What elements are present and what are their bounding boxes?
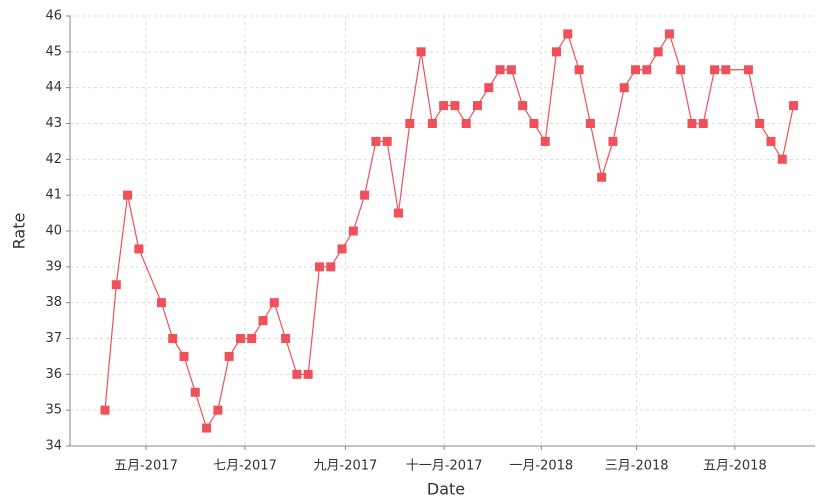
point-marker (258, 316, 268, 326)
point-marker (134, 244, 144, 254)
point-marker (461, 119, 471, 128)
y-tick-label: 43 (45, 116, 62, 131)
point-marker (202, 423, 212, 433)
x-tick-label: 一月-2018 (509, 459, 573, 474)
point-marker (314, 262, 324, 272)
point-marker (348, 226, 358, 236)
y-tick-label: 34 (45, 439, 62, 454)
series-line (104, 32, 795, 430)
point-marker (585, 119, 595, 128)
point-marker (416, 47, 426, 57)
x-axis-label: Date (427, 480, 465, 499)
point-marker (393, 208, 403, 218)
y-tick-label: 45 (45, 44, 62, 59)
x-tick-label: 九月-2017 (314, 459, 378, 474)
y-tick-label: 40 (45, 224, 62, 239)
y-axis-label: Rate (10, 213, 29, 250)
point-marker (710, 65, 720, 75)
point-marker (766, 136, 776, 146)
point-marker (337, 244, 347, 254)
point-marker (156, 298, 166, 308)
point-marker (190, 387, 200, 397)
point-marker (405, 119, 415, 128)
point-marker (631, 65, 641, 75)
point-marker (574, 65, 584, 75)
point-marker (427, 119, 437, 128)
point-marker (382, 136, 392, 146)
point-marker (484, 83, 494, 93)
point-marker (653, 47, 663, 57)
point-marker (269, 298, 279, 308)
point-marker (664, 29, 674, 39)
point-marker (597, 172, 607, 182)
point-marker (529, 119, 539, 128)
point-marker (721, 65, 731, 75)
y-tick-label: 38 (45, 295, 62, 310)
point-marker (371, 136, 381, 146)
point-marker (292, 369, 302, 379)
y-tick-label: 37 (45, 331, 62, 346)
point-marker (495, 65, 505, 75)
point-marker (303, 369, 313, 379)
point-marker (608, 136, 618, 146)
y-tick-label: 35 (45, 403, 62, 418)
x-tick-label: 十一月-2017 (406, 459, 483, 474)
point-marker (777, 154, 787, 164)
y-tick-label: 46 (45, 9, 62, 24)
point-marker (168, 334, 178, 343)
point-marker (179, 351, 189, 361)
point-marker (439, 101, 449, 111)
y-tick-label: 42 (45, 152, 62, 167)
point-marker (518, 101, 528, 111)
y-tick-label: 41 (45, 188, 62, 203)
point-marker (224, 351, 234, 361)
x-tick-label: 五月-2018 (703, 459, 767, 474)
point-marker (360, 190, 370, 200)
point-marker (472, 101, 482, 111)
point-marker (755, 119, 765, 128)
x-tick-label: 七月-2017 (213, 459, 277, 474)
point-marker (100, 405, 110, 415)
point-marker (687, 119, 697, 128)
point-marker (563, 29, 573, 39)
point-marker (619, 83, 629, 93)
y-tick-label: 44 (45, 80, 62, 95)
y-tick-label: 39 (45, 259, 62, 274)
point-marker (326, 262, 336, 272)
point-marker (281, 334, 291, 343)
point-marker (676, 65, 686, 75)
point-marker (540, 136, 550, 146)
point-marker (743, 65, 753, 75)
point-marker (698, 119, 708, 128)
point-marker (213, 405, 223, 415)
point-marker (111, 280, 121, 290)
point-marker (247, 334, 257, 343)
point-marker (235, 334, 245, 343)
point-marker (123, 190, 133, 200)
point-marker (642, 65, 652, 75)
point-marker (789, 101, 799, 111)
point-marker (506, 65, 516, 75)
y-tick-label: 36 (45, 367, 62, 382)
point-marker (450, 101, 460, 111)
x-tick-label: 三月-2018 (605, 459, 669, 474)
x-tick-label: 五月-2017 (114, 459, 178, 474)
point-marker (552, 47, 562, 57)
